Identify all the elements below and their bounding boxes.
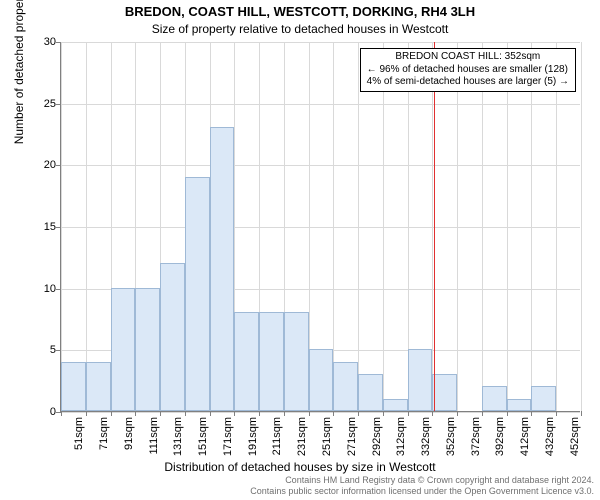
histogram-bar bbox=[111, 288, 136, 411]
gridline-h bbox=[61, 412, 580, 413]
xtick-label: 131sqm bbox=[172, 417, 184, 456]
xtick-label: 372sqm bbox=[470, 417, 482, 456]
xtick-mark bbox=[457, 411, 458, 416]
histogram-bar bbox=[432, 374, 457, 411]
ytick-label: 5 bbox=[26, 344, 56, 356]
gridline-v bbox=[383, 42, 384, 411]
xtick-label: 251sqm bbox=[321, 417, 333, 456]
xtick-label: 312sqm bbox=[395, 417, 407, 456]
gridline-v bbox=[482, 42, 483, 411]
xtick-mark bbox=[111, 411, 112, 416]
histogram-bar bbox=[507, 399, 532, 411]
histogram-bar bbox=[160, 263, 185, 411]
xtick-label: 292sqm bbox=[371, 417, 383, 456]
xtick-mark bbox=[432, 411, 433, 416]
gridline-v bbox=[556, 42, 557, 411]
histogram-bar bbox=[358, 374, 383, 411]
gridline-v bbox=[507, 42, 508, 411]
gridline-v bbox=[86, 42, 87, 411]
ytick-label: 20 bbox=[26, 159, 56, 171]
y-axis-label: Number of detached properties bbox=[12, 0, 26, 144]
histogram-bar bbox=[135, 288, 160, 411]
xtick-label: 432sqm bbox=[544, 417, 556, 456]
histogram-bar bbox=[234, 312, 259, 411]
gridline-v bbox=[457, 42, 458, 411]
gridline-v bbox=[358, 42, 359, 411]
histogram-bar bbox=[284, 312, 309, 411]
annotation-line-3: 4% of semi-detached houses are larger (5… bbox=[367, 76, 569, 89]
xtick-label: 151sqm bbox=[197, 417, 209, 456]
histogram-bar bbox=[408, 349, 433, 411]
xtick-mark bbox=[482, 411, 483, 416]
gridline-h bbox=[61, 227, 580, 228]
annotation-line-2: ← 96% of detached houses are smaller (12… bbox=[367, 64, 569, 77]
histogram-bar bbox=[531, 386, 556, 411]
annotation-line-1: BREDON COAST HILL: 352sqm bbox=[367, 51, 569, 64]
plot-area: 51sqm71sqm91sqm111sqm131sqm151sqm171sqm1… bbox=[60, 42, 580, 412]
xtick-label: 271sqm bbox=[346, 417, 358, 456]
footer-line-1: Contains HM Land Registry data © Crown c… bbox=[250, 475, 594, 486]
histogram-bar bbox=[259, 312, 284, 411]
xtick-mark bbox=[284, 411, 285, 416]
xtick-mark bbox=[86, 411, 87, 416]
xtick-mark bbox=[234, 411, 235, 416]
xtick-mark bbox=[135, 411, 136, 416]
reference-line bbox=[434, 42, 435, 411]
histogram-bar bbox=[383, 399, 408, 411]
xtick-label: 111sqm bbox=[148, 417, 160, 455]
xtick-mark bbox=[61, 411, 62, 416]
xtick-label: 211sqm bbox=[271, 417, 283, 455]
xtick-mark bbox=[210, 411, 211, 416]
xtick-mark bbox=[358, 411, 359, 416]
histogram-bar bbox=[86, 362, 111, 411]
xtick-mark bbox=[309, 411, 310, 416]
xtick-mark bbox=[333, 411, 334, 416]
ytick-label: 15 bbox=[26, 221, 56, 233]
xtick-label: 392sqm bbox=[494, 417, 506, 456]
xtick-mark bbox=[185, 411, 186, 416]
histogram-bar bbox=[309, 349, 334, 411]
xtick-label: 171sqm bbox=[222, 417, 234, 456]
chart-subtitle: Size of property relative to detached ho… bbox=[0, 22, 600, 36]
gridline-v bbox=[581, 42, 582, 411]
ytick-label: 25 bbox=[26, 98, 56, 110]
xtick-label: 51sqm bbox=[73, 417, 85, 450]
xtick-label: 412sqm bbox=[519, 417, 531, 456]
gridline-v bbox=[333, 42, 334, 411]
xtick-mark bbox=[160, 411, 161, 416]
ytick-label: 0 bbox=[26, 406, 56, 418]
xtick-label: 191sqm bbox=[247, 417, 259, 456]
xtick-mark bbox=[556, 411, 557, 416]
histogram-bar bbox=[185, 177, 210, 411]
xtick-label: 231sqm bbox=[296, 417, 308, 456]
gridline-h bbox=[61, 104, 580, 105]
histogram-bar bbox=[333, 362, 358, 411]
gridline-v bbox=[61, 42, 62, 411]
xtick-label: 332sqm bbox=[420, 417, 432, 456]
histogram-bar bbox=[61, 362, 86, 411]
x-axis-label: Distribution of detached houses by size … bbox=[0, 460, 600, 474]
annotation-box: BREDON COAST HILL: 352sqm← 96% of detach… bbox=[360, 48, 576, 92]
xtick-label: 71sqm bbox=[98, 417, 110, 450]
xtick-mark bbox=[581, 411, 582, 416]
xtick-label: 91sqm bbox=[123, 417, 135, 450]
xtick-label: 352sqm bbox=[445, 417, 457, 456]
xtick-mark bbox=[408, 411, 409, 416]
xtick-label: 452sqm bbox=[569, 417, 581, 456]
histogram-bar bbox=[482, 386, 507, 411]
footer-attribution: Contains HM Land Registry data © Crown c… bbox=[250, 475, 594, 497]
gridline-v bbox=[531, 42, 532, 411]
xtick-mark bbox=[259, 411, 260, 416]
footer-line-2: Contains public sector information licen… bbox=[250, 486, 594, 497]
ytick-label: 10 bbox=[26, 283, 56, 295]
gridline-h bbox=[61, 42, 580, 43]
xtick-mark bbox=[507, 411, 508, 416]
histogram-bar bbox=[210, 127, 235, 411]
xtick-mark bbox=[383, 411, 384, 416]
chart-title-address: BREDON, COAST HILL, WESTCOTT, DORKING, R… bbox=[0, 4, 600, 19]
gridline-h bbox=[61, 165, 580, 166]
xtick-mark bbox=[531, 411, 532, 416]
ytick-label: 30 bbox=[26, 36, 56, 48]
